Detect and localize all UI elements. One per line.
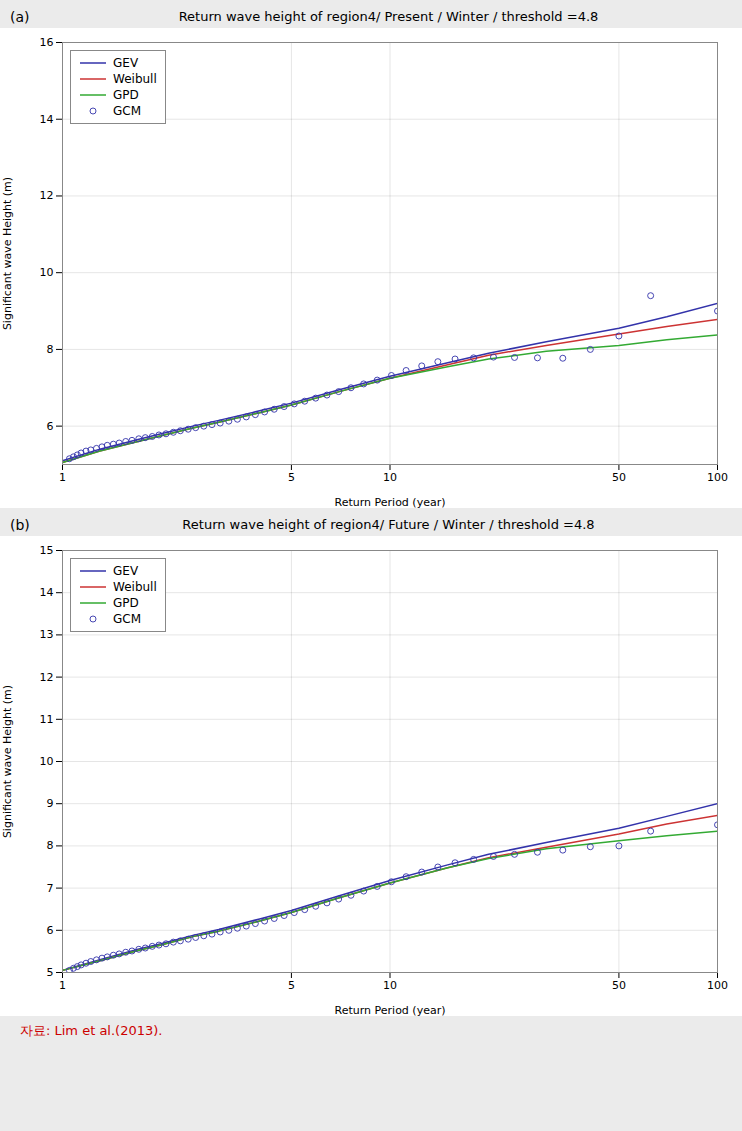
svg-text:50: 50 <box>612 979 626 992</box>
html-text:Weibull: Weibull <box>113 580 157 594</box>
svg-text:16: 16 <box>40 36 54 49</box>
svg-text:10: 10 <box>383 471 397 484</box>
html-text:자료: Lim et al.(2013).: 자료: Lim et al.(2013). <box>20 1023 163 1038</box>
svg-text:9: 9 <box>47 797 54 810</box>
html-text:(a): (a) <box>10 9 30 25</box>
svg-text:Return Period (year): Return Period (year) <box>335 496 446 509</box>
svg-text:5: 5 <box>288 471 295 484</box>
svg-text:5: 5 <box>288 979 295 992</box>
html-text:GPD: GPD <box>113 596 139 610</box>
svg-text:Significant wave Height (m): Significant wave Height (m) <box>1 177 14 330</box>
svg-text:6: 6 <box>47 420 54 433</box>
html-text:GCM: GCM <box>113 612 141 626</box>
svg-text:5: 5 <box>47 966 54 979</box>
svg-text:8: 8 <box>47 839 54 852</box>
svg-text:1: 1 <box>59 471 66 484</box>
svg-text:14: 14 <box>40 586 54 599</box>
svg-text:10: 10 <box>383 979 397 992</box>
svg-text:100: 100 <box>707 979 728 992</box>
svg-text:11: 11 <box>40 713 54 726</box>
html-text:Return wave height of region4/: Return wave height of region4/ Present /… <box>178 9 599 24</box>
html-text:Return wave height of region4/: Return wave height of region4/ Future / … <box>182 517 595 532</box>
html-text:GEV: GEV <box>113 564 139 578</box>
svg-text:8: 8 <box>47 343 54 356</box>
svg-text:1: 1 <box>59 979 66 992</box>
svg-text:12: 12 <box>40 189 54 202</box>
svg-text:Return Period (year): Return Period (year) <box>335 1004 446 1017</box>
svg-text:Significant wave Height (m): Significant wave Height (m) <box>1 685 14 838</box>
svg-text:10: 10 <box>40 266 54 279</box>
html-text:GPD: GPD <box>113 88 139 102</box>
html-text:GCM: GCM <box>113 104 141 118</box>
svg-text:50: 50 <box>612 471 626 484</box>
svg-text:14: 14 <box>40 113 54 126</box>
svg-text:13: 13 <box>40 628 54 641</box>
svg-text:10: 10 <box>40 755 54 768</box>
html-text:(b): (b) <box>10 517 30 533</box>
html-text:GEV: GEV <box>113 56 139 70</box>
html-text:Weibull: Weibull <box>113 72 157 86</box>
svg-text:100: 100 <box>707 471 728 484</box>
svg-text:6: 6 <box>47 924 54 937</box>
svg-text:7: 7 <box>47 882 54 895</box>
svg-text:15: 15 <box>40 544 54 557</box>
svg-text:12: 12 <box>40 671 54 684</box>
